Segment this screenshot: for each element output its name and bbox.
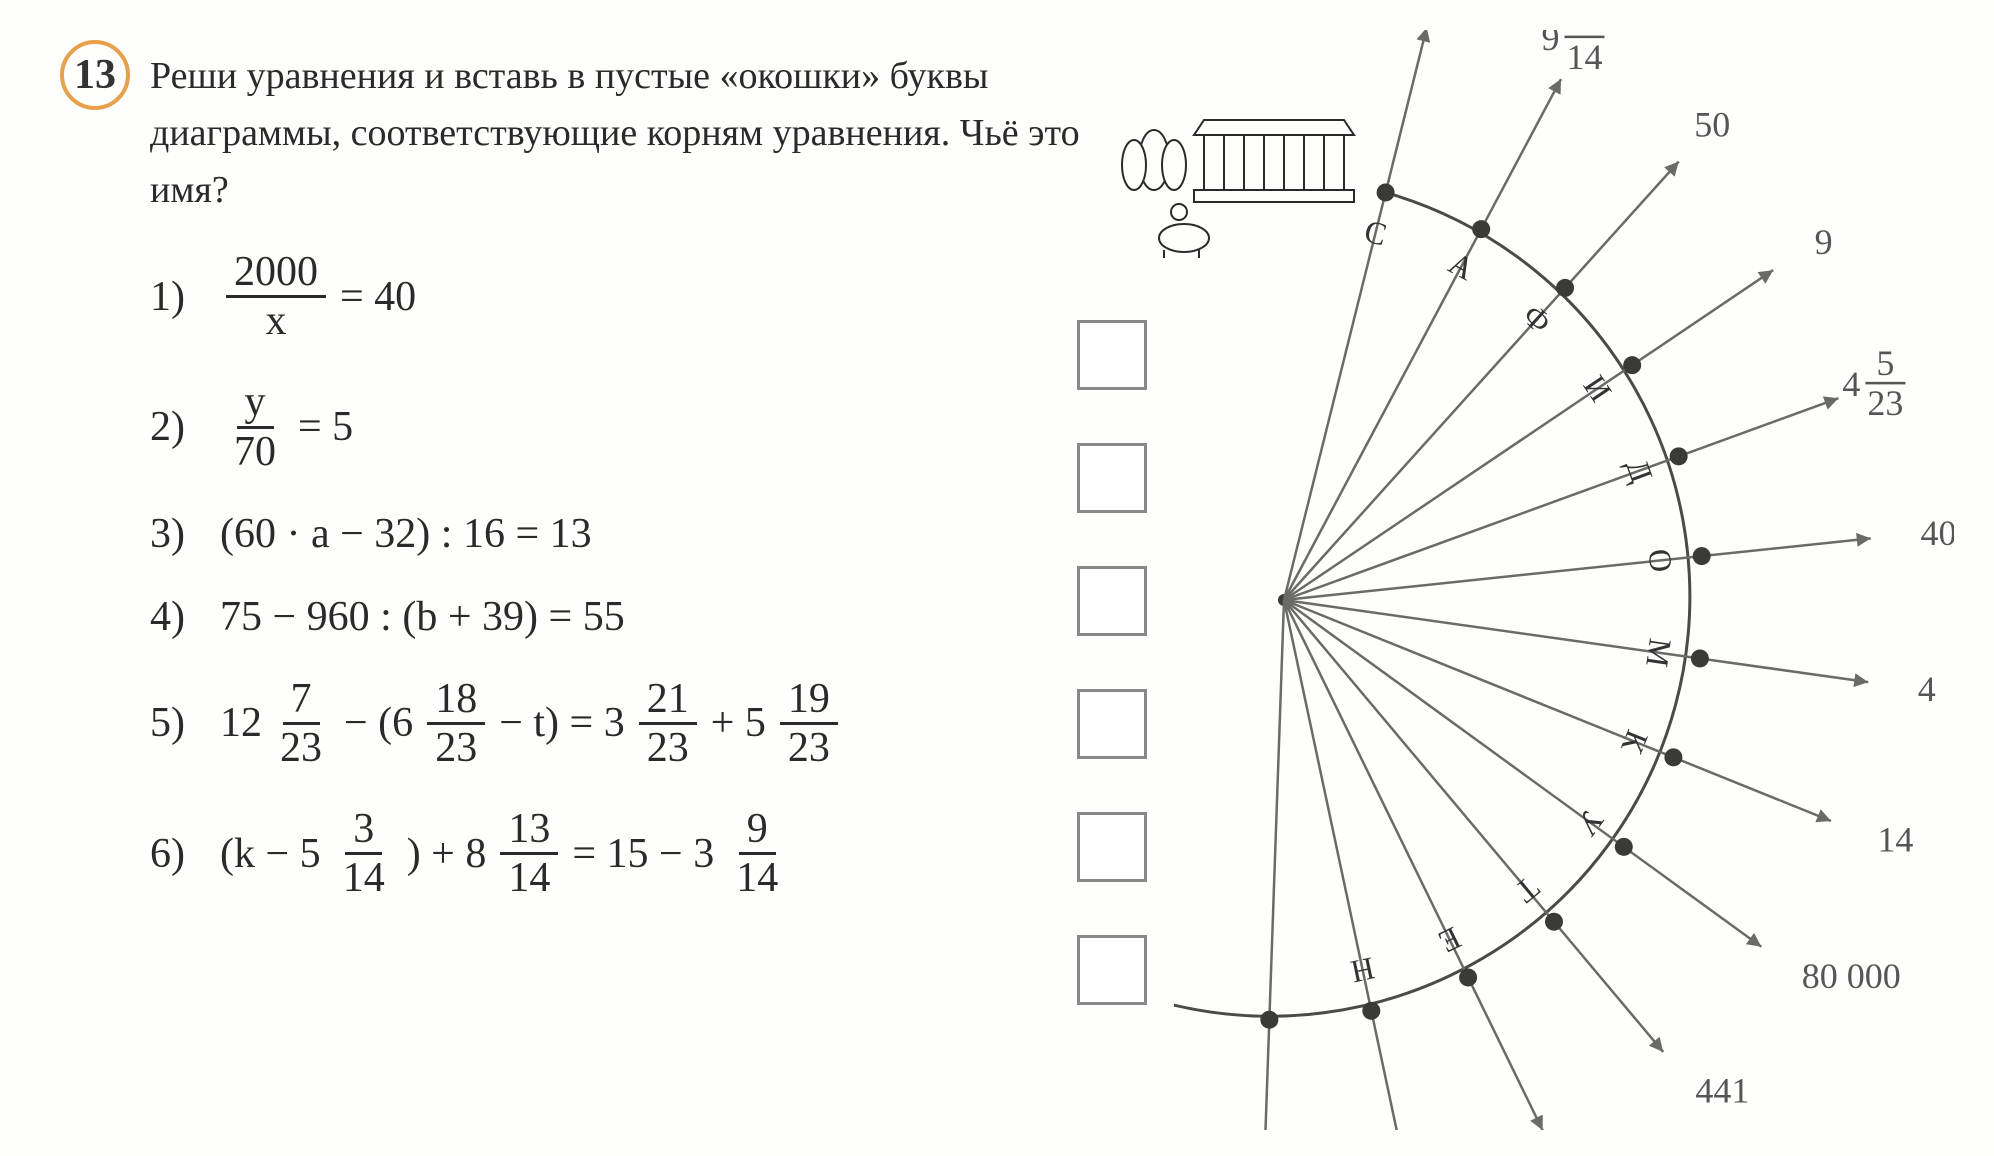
equation-row: 3)(60 · a − 32) : 16 = 13 <box>150 510 1085 558</box>
fraction: 914 <box>728 806 786 901</box>
fan-dot <box>1664 748 1682 766</box>
equation-body: (60 · a − 32) : 16 = 13 <box>220 510 1085 558</box>
fan-letter: Н <box>1348 950 1378 990</box>
equation-number: 6) <box>150 830 220 878</box>
fan-value-mixed: 4523 <box>1842 343 1905 423</box>
fan-dot <box>1556 279 1574 297</box>
equation-row: 4)75 − 960 : (b + 39) = 55 <box>150 593 1085 641</box>
equation-body: 2000x = 40 <box>220 249 1085 344</box>
fan-dot <box>1472 220 1490 238</box>
fan-ray <box>1284 600 1407 1130</box>
equation-number: 4) <box>150 593 220 641</box>
temple-illustration <box>1104 80 1384 260</box>
arrow-head <box>1758 270 1774 284</box>
equation-body: 12723 − (61823 − t) = 32123 + 51923 <box>220 676 1085 771</box>
fan-diagram: С5523А9714Ф50И9Д4523О40М4К14У80 000Т441Е… <box>1174 30 1954 1130</box>
fan-value: 9 <box>1815 222 1833 262</box>
equation-body: 75 − 960 : (b + 39) = 55 <box>220 593 1085 641</box>
fan-letter: О <box>1641 547 1679 574</box>
fraction: y70 <box>226 379 284 474</box>
equation-number: 3) <box>150 510 220 558</box>
fan-arc <box>1174 192 1690 1016</box>
fan-letter: Д <box>1619 454 1660 487</box>
fan-letter: А <box>1443 244 1480 287</box>
svg-text:14: 14 <box>1566 37 1602 77</box>
fan-ray <box>1284 600 1543 1130</box>
fan-value: 14 <box>1877 820 1913 860</box>
fraction: 1823 <box>427 676 485 771</box>
fan-letter: У <box>1569 803 1612 843</box>
fan-letter: Е <box>1433 920 1466 961</box>
fan-dot <box>1693 547 1711 565</box>
fan-value: 80 000 <box>1802 956 1901 996</box>
fraction: 314 <box>335 806 393 901</box>
fan-ray <box>1284 600 1831 821</box>
fan-dot <box>1691 649 1709 667</box>
fraction: 723 <box>272 676 330 771</box>
equation-row: 1)2000x = 40 <box>150 249 1085 344</box>
svg-text:4: 4 <box>1842 364 1860 404</box>
fan-dot <box>1459 968 1477 986</box>
fan-value: 441 <box>1695 1070 1749 1110</box>
fan-letter: И <box>1577 369 1620 408</box>
fan-letter: К <box>1614 725 1656 759</box>
equation-body: y70 = 5 <box>220 379 1085 474</box>
equations-list: 1)2000x = 402)y70 = 53)(60 · a − 32) : 1… <box>150 249 1085 902</box>
fan-ray <box>1284 600 1868 682</box>
arrow-head <box>1746 933 1761 947</box>
equation-body: (k − 5314) + 81314 = 15 − 3914 <box>220 806 1085 901</box>
problem-instruction: Реши уравнения и вставь в пустые «окошки… <box>150 40 1085 219</box>
fan-value-mixed: 9714 <box>1541 30 1604 77</box>
equation-row: 5)12723 − (61823 − t) = 32123 + 51923 <box>150 676 1085 771</box>
fan-value: 4 <box>1918 669 1936 709</box>
arrow-head <box>1853 673 1868 687</box>
fraction: 2123 <box>639 676 697 771</box>
equation-number: 5) <box>150 699 220 747</box>
fan-value: 50 <box>1694 104 1730 144</box>
fan-dot <box>1670 447 1688 465</box>
svg-text:9: 9 <box>1541 30 1559 58</box>
fraction: 2000x <box>226 249 326 344</box>
fan-dot <box>1623 356 1641 374</box>
fraction: 1923 <box>780 676 838 771</box>
problem-number-badge: 13 <box>60 40 130 110</box>
fan-dot <box>1615 838 1633 856</box>
fan-dot <box>1260 1011 1278 1029</box>
svg-text:23: 23 <box>1867 383 1903 423</box>
fraction: 1314 <box>500 806 558 901</box>
fan-letter: М <box>1639 636 1679 669</box>
fan-value: 40 <box>1920 513 1954 553</box>
arrow-head <box>1417 30 1431 43</box>
fan-dot <box>1545 913 1563 931</box>
equation-row: 2)y70 = 5 <box>150 379 1085 474</box>
svg-text:5: 5 <box>1876 343 1894 383</box>
fan-ray <box>1263 600 1284 1130</box>
equation-number: 1) <box>150 273 220 321</box>
equation-row: 6)(k − 5314) + 81314 = 15 − 3914 <box>150 806 1085 901</box>
equation-number: 2) <box>150 403 220 451</box>
fan-dot <box>1362 1002 1380 1020</box>
